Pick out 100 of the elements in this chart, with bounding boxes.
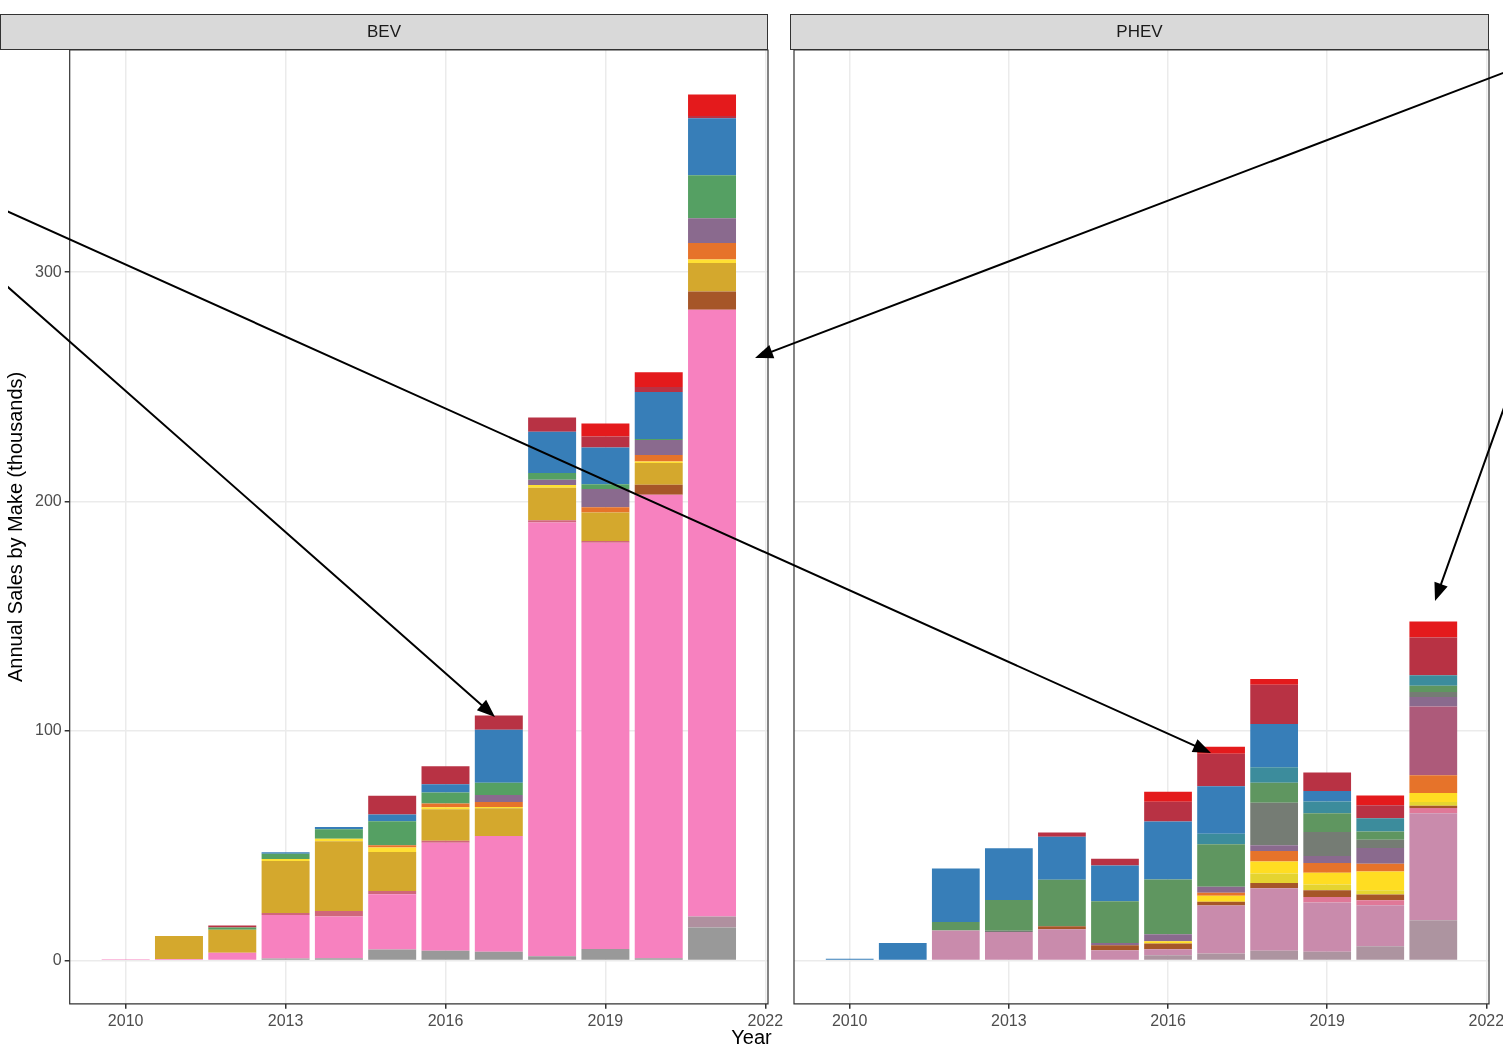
bar: [1197, 886, 1245, 893]
bar: [1197, 786, 1245, 834]
bar: [1091, 950, 1139, 960]
bar: [1409, 675, 1458, 686]
bar: [634, 387, 683, 393]
bar: [1356, 905, 1405, 947]
bar: [314, 916, 363, 959]
bar: [474, 808, 523, 837]
bar: [1250, 888, 1299, 951]
bar: [1303, 772, 1352, 791]
bar: [1091, 865, 1139, 902]
bar: [421, 840, 470, 843]
bar: [1038, 832, 1086, 837]
bar: [1144, 801, 1192, 822]
bar: [368, 894, 417, 950]
bar: [1303, 872, 1352, 885]
bar: [688, 118, 737, 176]
bar: [368, 949, 417, 960]
bar: [368, 814, 417, 822]
bar: [688, 916, 737, 928]
bar: [421, 784, 470, 793]
bar: [421, 792, 470, 804]
bar: [931, 930, 980, 960]
bar: [1303, 896, 1352, 903]
bar: [1091, 858, 1139, 866]
bar: [1303, 951, 1352, 960]
bar: [1356, 795, 1405, 806]
bar: [1091, 901, 1139, 943]
bar: [1303, 856, 1352, 863]
bar: [1409, 691, 1458, 698]
bar: [421, 807, 470, 810]
x-tick-label: 2010: [831, 1011, 868, 1029]
bar: [581, 423, 630, 437]
bar: [368, 847, 417, 852]
bar: [1250, 883, 1299, 889]
bar: [1409, 813, 1458, 921]
bar: [1038, 929, 1086, 960]
y-tick-label: 200: [34, 491, 62, 509]
x-tick-label: 2022: [1468, 1011, 1505, 1029]
bar: [688, 218, 737, 243]
bar: [528, 520, 577, 523]
bar: [1409, 706, 1458, 776]
bar: [931, 922, 980, 931]
bar: [1091, 945, 1139, 951]
x-tick-label: 2016: [427, 1011, 464, 1029]
y-tick-label: 100: [34, 721, 62, 739]
bar: [368, 845, 417, 848]
bar: [1144, 943, 1192, 950]
bar: [474, 715, 523, 730]
bar: [261, 861, 310, 913]
bar: [1250, 724, 1299, 768]
bar: [581, 542, 630, 949]
bar: [1356, 839, 1405, 849]
bar: [528, 417, 577, 432]
bar: [528, 431, 577, 474]
bar: [984, 848, 1033, 901]
bar: [1409, 621, 1458, 638]
x-tick-label: 2010: [107, 1011, 144, 1029]
bar: [1303, 902, 1352, 952]
bar: [1356, 863, 1405, 872]
y-tick-label: 300: [34, 262, 62, 280]
bar: [1197, 905, 1245, 954]
bar: [1250, 684, 1299, 725]
bar: [528, 485, 577, 488]
bar: [688, 291, 737, 310]
bar: [368, 851, 417, 891]
y-tick-label: 0: [52, 950, 62, 968]
bar: [421, 950, 470, 960]
bar: [1303, 801, 1352, 814]
chart-title: BEV: [0, 14, 768, 50]
bar: [474, 951, 523, 960]
bar: [421, 842, 470, 951]
bar: [634, 484, 683, 495]
bar: [1303, 790, 1352, 802]
x-tick-label: 2019: [1309, 1011, 1346, 1029]
bar: [1144, 934, 1192, 942]
bar: [421, 803, 470, 808]
bar: [1197, 892, 1245, 896]
bar: [688, 94, 737, 117]
bar: [1144, 955, 1192, 960]
bar: [1409, 637, 1458, 676]
bar: [528, 479, 577, 486]
bar: [1250, 767, 1299, 783]
bar: [634, 494, 683, 959]
bar: [314, 911, 363, 917]
bar: [261, 915, 310, 959]
x-axis-title: Year: [731, 1026, 772, 1048]
bar: [1197, 953, 1245, 960]
bar: [261, 859, 310, 862]
bar: [1356, 848, 1405, 864]
bar: [1303, 890, 1352, 897]
bar: [528, 473, 577, 480]
bar: [1409, 775, 1458, 793]
bar: [1197, 753, 1245, 787]
bar: [1409, 697, 1458, 707]
bar: [528, 522, 577, 957]
bar: [984, 900, 1033, 931]
bar: [474, 836, 523, 952]
bar: [1250, 678, 1299, 685]
bar: [1144, 879, 1192, 935]
